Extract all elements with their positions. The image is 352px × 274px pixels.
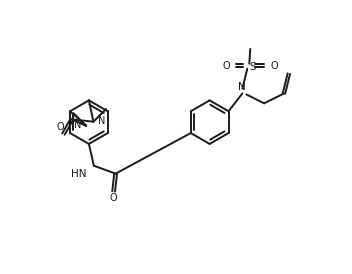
- Text: O: O: [270, 61, 278, 71]
- Text: HN: HN: [71, 169, 87, 179]
- Text: N: N: [239, 82, 246, 92]
- Text: O: O: [110, 193, 118, 203]
- Text: N: N: [98, 116, 106, 126]
- Text: S: S: [249, 62, 256, 72]
- Text: O: O: [223, 61, 230, 71]
- Text: O: O: [57, 122, 64, 132]
- Text: N: N: [74, 120, 81, 130]
